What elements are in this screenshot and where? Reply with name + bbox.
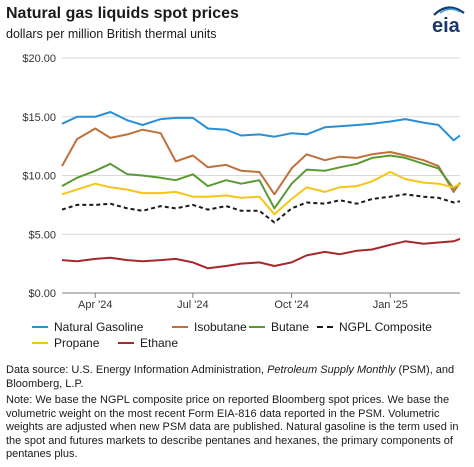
x-tick-label: Jan '25 (373, 299, 408, 311)
legend-label: Natural Gasoline (54, 320, 144, 334)
y-tick-label: $0.00 (28, 288, 56, 300)
legend-item-ngpl-composite: NGPL Composite (317, 320, 432, 334)
series-line-ethane (61, 237, 461, 270)
legend-swatch (249, 326, 265, 328)
legend-swatch (118, 342, 134, 344)
series-line-isobutane (61, 127, 461, 196)
legend-label: NGPL Composite (339, 320, 432, 334)
x-tick-label: Oct '24 (274, 299, 309, 311)
source-publication: Petroleum Supply Monthly (267, 364, 396, 376)
x-tick-label: Jul '24 (177, 299, 208, 311)
eia-logo-arc-icon (433, 6, 465, 16)
chart-note: Note: We base the NGPL composite price o… (6, 394, 459, 460)
y-tick-label: $15.00 (22, 112, 56, 124)
legend-item-butane: Butane (249, 320, 309, 334)
chart-title: Natural gas liquids spot prices (6, 5, 239, 22)
legend-swatch (317, 326, 333, 328)
legend-swatch (32, 342, 48, 344)
legend-item-natural-gasoline: Natural Gasoline (32, 320, 143, 334)
eia-logo (426, 4, 468, 34)
chart-subtitle: dollars per million British thermal unit… (6, 27, 217, 41)
source-text-end: (PSM), and Bloomberg, L.P. (6, 364, 455, 390)
eia-logo-text: eia (432, 15, 460, 37)
legend-item-propane: Propane (32, 336, 99, 350)
legend-swatch (32, 326, 48, 328)
legend-swatch (172, 326, 188, 328)
legend-label: Propane (54, 336, 100, 350)
series-line-propane (61, 171, 461, 216)
series-line-ngpl-composite (61, 193, 461, 224)
series-line-natural-gasoline (61, 111, 461, 142)
legend-label: Butane (271, 320, 310, 334)
source-text: Data source: U.S. Energy Information Adm… (6, 364, 268, 376)
legend-item-ethane: Ethane (118, 336, 178, 350)
legend-label: Ethane (140, 336, 179, 350)
data-source: Data source: U.S. Energy Information Adm… (6, 364, 468, 391)
y-tick-label: $20.00 (22, 53, 56, 65)
series-line-butane (61, 154, 461, 210)
x-tick-label: Apr '24 (78, 299, 113, 311)
y-tick-label: $5.00 (28, 229, 56, 241)
legend-item-isobutane: Isobutane (172, 320, 247, 334)
y-tick-label: $10.00 (22, 171, 56, 183)
line-chart: $0.00 $5.00 $10.00 $15.00 $20.00 Apr '24 Jul '… (22, 53, 461, 311)
legend-label: Isobutane (194, 320, 247, 334)
